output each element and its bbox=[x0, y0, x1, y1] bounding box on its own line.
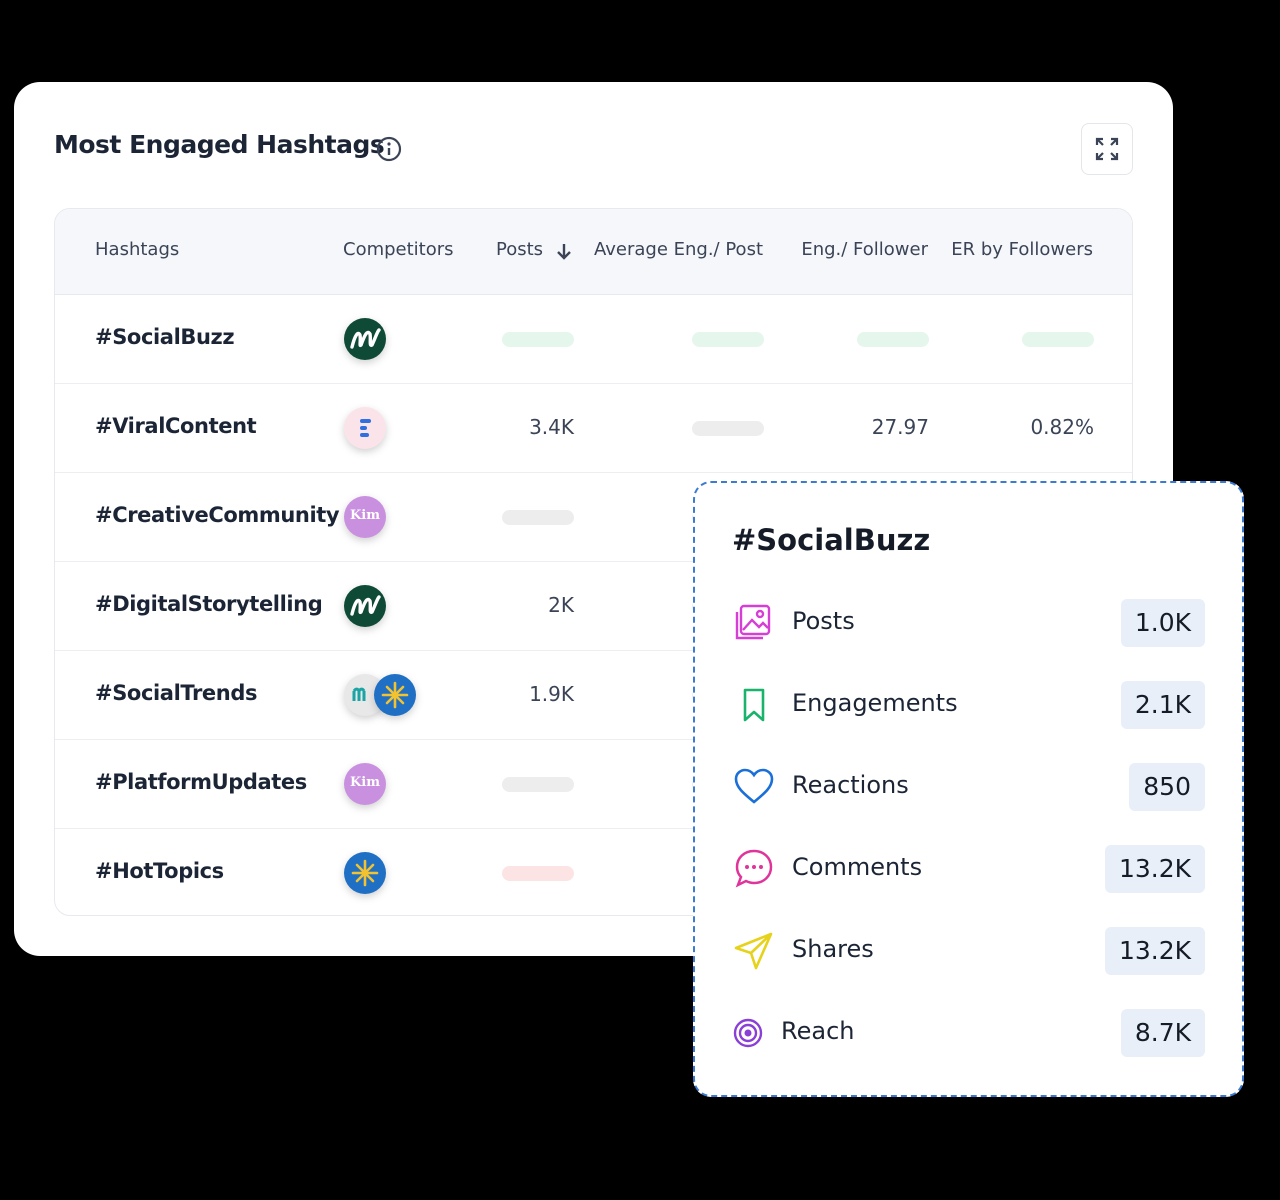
cell-value: 2K bbox=[548, 593, 574, 617]
metric-label: Reactions bbox=[792, 771, 909, 799]
table-header: Hashtags Competitors Posts Average Eng./ Po… bbox=[55, 209, 1132, 295]
competitor-logo-svg bbox=[344, 852, 386, 894]
metric-icon bbox=[733, 848, 775, 894]
competitor-logo-svg bbox=[374, 674, 416, 716]
hashtag: #DigitalStorytelling bbox=[95, 592, 323, 616]
metric-icon bbox=[733, 766, 775, 812]
logo-text: Kim bbox=[350, 508, 380, 523]
competitor-logo: Kim bbox=[343, 762, 387, 810]
loading-placeholder bbox=[1022, 332, 1094, 347]
loading-placeholder bbox=[502, 510, 574, 525]
hashtag: #ViralContent bbox=[95, 414, 257, 438]
metric-value: 13.2K bbox=[1104, 927, 1205, 975]
competitor-logo bbox=[343, 851, 387, 899]
hashtag: #SocialTrends bbox=[95, 681, 258, 705]
hashtag-table: Hashtags Competitors Posts Average Eng./ Po… bbox=[54, 208, 1133, 916]
metric-label: Engagements bbox=[792, 689, 958, 717]
hashtag: #PlatformUpdates bbox=[95, 770, 307, 794]
cell-value: 27.97 bbox=[871, 415, 929, 439]
metric-label: Reach bbox=[781, 1017, 855, 1045]
competitor-logo: Kim bbox=[343, 495, 387, 543]
popup-title: #SocialBuzz bbox=[732, 523, 931, 557]
metric-icon-svg bbox=[743, 688, 765, 722]
expand-button[interactable] bbox=[1081, 123, 1133, 175]
metric-value: 13.2K bbox=[1104, 845, 1205, 893]
metric-icon-svg bbox=[735, 604, 771, 640]
column-header: Average Eng./ Post bbox=[593, 239, 763, 260]
table-row[interactable]: #SocialBuzz bbox=[55, 295, 1132, 384]
competitor-logo bbox=[373, 673, 417, 721]
competitor-logo-svg bbox=[344, 585, 386, 627]
sort-arrow bbox=[557, 244, 571, 260]
hashtag-detail-popup: #SocialBuzz Posts 1.0K Engagements 2.1K Reac… bbox=[693, 481, 1244, 1097]
loading-placeholder bbox=[692, 332, 764, 347]
metric-icon-svg bbox=[733, 1018, 763, 1048]
cell-value: 3.4K bbox=[529, 415, 574, 439]
column-header: Eng./ Follower bbox=[801, 239, 928, 260]
competitor-logo-svg bbox=[344, 318, 386, 360]
sort-icon bbox=[555, 242, 573, 264]
metric-label: Posts bbox=[792, 607, 855, 635]
hashtag: #CreativeCommunity bbox=[95, 503, 340, 527]
table-row[interactable]: #ViralContent 3.4K 27.97 0.82% bbox=[55, 384, 1132, 473]
cell-value: 1.9K bbox=[529, 682, 574, 706]
metric-icon bbox=[733, 930, 775, 976]
metric-icon bbox=[733, 684, 775, 730]
column-header: ER by Followers bbox=[951, 239, 1093, 260]
metric-label: Shares bbox=[792, 935, 874, 963]
column-header: Competitors bbox=[343, 239, 454, 260]
loading-placeholder bbox=[692, 421, 764, 436]
column-header: Hashtags bbox=[95, 239, 180, 260]
competitor-logo-svg bbox=[344, 763, 386, 805]
metric-icon bbox=[733, 1012, 775, 1058]
metric-value: 2.1K bbox=[1120, 681, 1205, 729]
metric-label: Comments bbox=[792, 853, 923, 881]
metric-icon bbox=[733, 602, 775, 648]
competitor-logo-svg bbox=[344, 407, 386, 449]
column-header[interactable]: Posts bbox=[496, 239, 544, 260]
hashtag: #HotTopics bbox=[95, 859, 224, 883]
loading-placeholder bbox=[857, 332, 929, 347]
expand-icon bbox=[1095, 137, 1119, 161]
logo-text: Kim bbox=[350, 775, 380, 790]
metric-value: 8.7K bbox=[1120, 1009, 1205, 1057]
loading-placeholder bbox=[502, 866, 574, 881]
metric-value: 1.0K bbox=[1120, 599, 1205, 647]
loading-placeholder bbox=[502, 332, 574, 347]
competitor-logo-svg bbox=[344, 496, 386, 538]
competitor-logo bbox=[343, 584, 387, 632]
metric-icon-svg bbox=[734, 768, 774, 804]
metric-icon-svg bbox=[734, 932, 773, 970]
metric-icon-svg bbox=[735, 849, 773, 888]
cell-value: 0.82% bbox=[1030, 415, 1094, 439]
competitor-logo-svg bbox=[344, 674, 386, 716]
info-icon[interactable] bbox=[375, 135, 403, 163]
card-title: Most Engaged Hashtags bbox=[54, 130, 385, 159]
loading-placeholder bbox=[502, 777, 574, 792]
competitor-logo bbox=[343, 317, 387, 365]
metric-value: 850 bbox=[1129, 763, 1205, 811]
competitor-logo bbox=[343, 406, 387, 454]
competitor-logo bbox=[343, 673, 387, 721]
hashtag: #SocialBuzz bbox=[95, 325, 235, 349]
